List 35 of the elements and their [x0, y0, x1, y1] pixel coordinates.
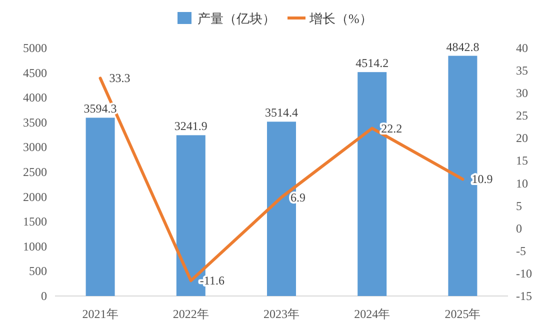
y-tick-label: 4000: [23, 90, 47, 105]
y2-tick-label: 5: [516, 198, 522, 213]
data-label: 3241.9: [174, 119, 208, 134]
y2-tick-label: 35: [516, 64, 528, 78]
y-tick-label: 3500: [23, 115, 47, 130]
y2-tick-label: 40: [516, 41, 528, 55]
y-tick-label: 500: [29, 264, 47, 278]
x-tick-label: 2022年: [172, 307, 209, 321]
legend-label: 产量（亿块）: [198, 11, 276, 26]
y2-tick-label: 20: [516, 131, 528, 146]
y-tick-label: 1500: [23, 214, 47, 229]
y-tick-label: 4500: [23, 66, 47, 80]
data-label: 4514.2: [356, 56, 389, 70]
y-tick-label: 0: [41, 289, 47, 303]
y2-tick-label: 30: [516, 86, 528, 100]
data-label: 4842.8: [446, 40, 480, 54]
legend-label: 增长（%）: [308, 11, 372, 26]
y2-tick-label: -15: [516, 289, 532, 303]
data-label: 3514.4: [265, 106, 298, 120]
y2-tick-label: -10: [516, 266, 532, 280]
y-tick-label: 3000: [23, 140, 47, 154]
y-tick-label: 1000: [23, 239, 47, 254]
y-tick-label: 5000: [23, 41, 47, 55]
x-tick-label: 2025年: [444, 307, 481, 321]
data-label: 33.3: [109, 71, 130, 86]
y-tick-label: 2500: [23, 165, 47, 179]
y2-tick-label: 15: [516, 154, 528, 168]
y2-tick-label: 0: [516, 221, 522, 236]
x-tick-label: 2024年: [354, 307, 390, 321]
x-tick-label: 2021年: [82, 307, 118, 321]
y2-tick-label: 10: [516, 176, 528, 190]
y2-tick-label: -5: [516, 244, 526, 258]
y2-tick-label: 25: [516, 108, 528, 123]
y-tick-label: 2000: [23, 190, 47, 204]
x-tick-label: 2023年: [264, 307, 300, 321]
